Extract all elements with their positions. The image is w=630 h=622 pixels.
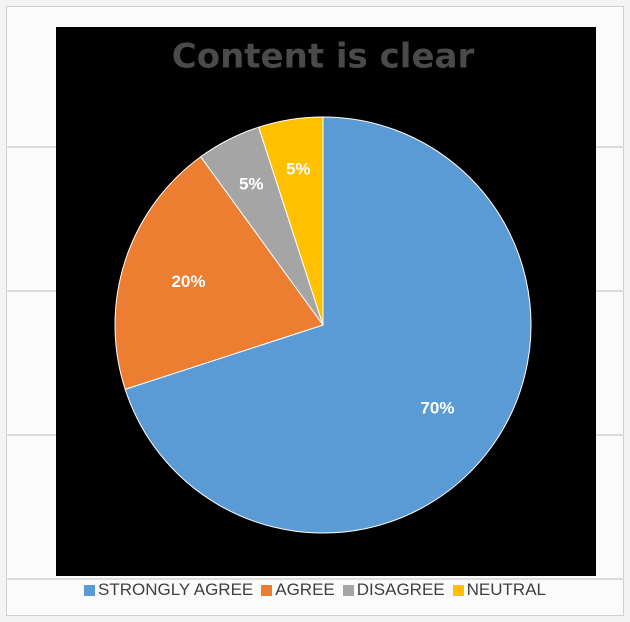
pie-slice-strongly-agree [124,116,532,534]
gridline [596,146,624,148]
pie-slice-neutral [258,116,324,326]
gridline [6,578,624,580]
data-label: 70% [420,399,454,418]
legend-item: NEUTRAL [452,580,546,600]
data-label: 5% [286,159,311,178]
pie-slice-agree [114,156,324,390]
chart-title: Content is clear [172,37,475,77]
legend-swatch [261,584,273,596]
gridline [6,290,56,292]
legend-label: NEUTRAL [466,580,546,599]
data-label: 20% [171,272,205,291]
gridline [596,290,624,292]
legend-swatch [452,584,464,596]
data-label: 5% [239,175,264,194]
legend-item: AGREE [261,580,335,600]
legend-swatch [84,584,95,596]
chart-legend: STRONGLY AGREE AGREE DISAGREE NEUTRAL [0,575,630,605]
legend-item: DISAGREE [342,580,445,600]
legend-swatch [342,584,354,596]
legend-label: AGREE [275,580,335,599]
gridline [596,434,624,436]
gridline [6,434,56,436]
legend-item: STRONGLY AGREE [84,580,253,600]
legend-label: DISAGREE [356,580,445,599]
gridline [6,146,56,148]
legend-label: STRONGLY AGREE [98,580,254,599]
